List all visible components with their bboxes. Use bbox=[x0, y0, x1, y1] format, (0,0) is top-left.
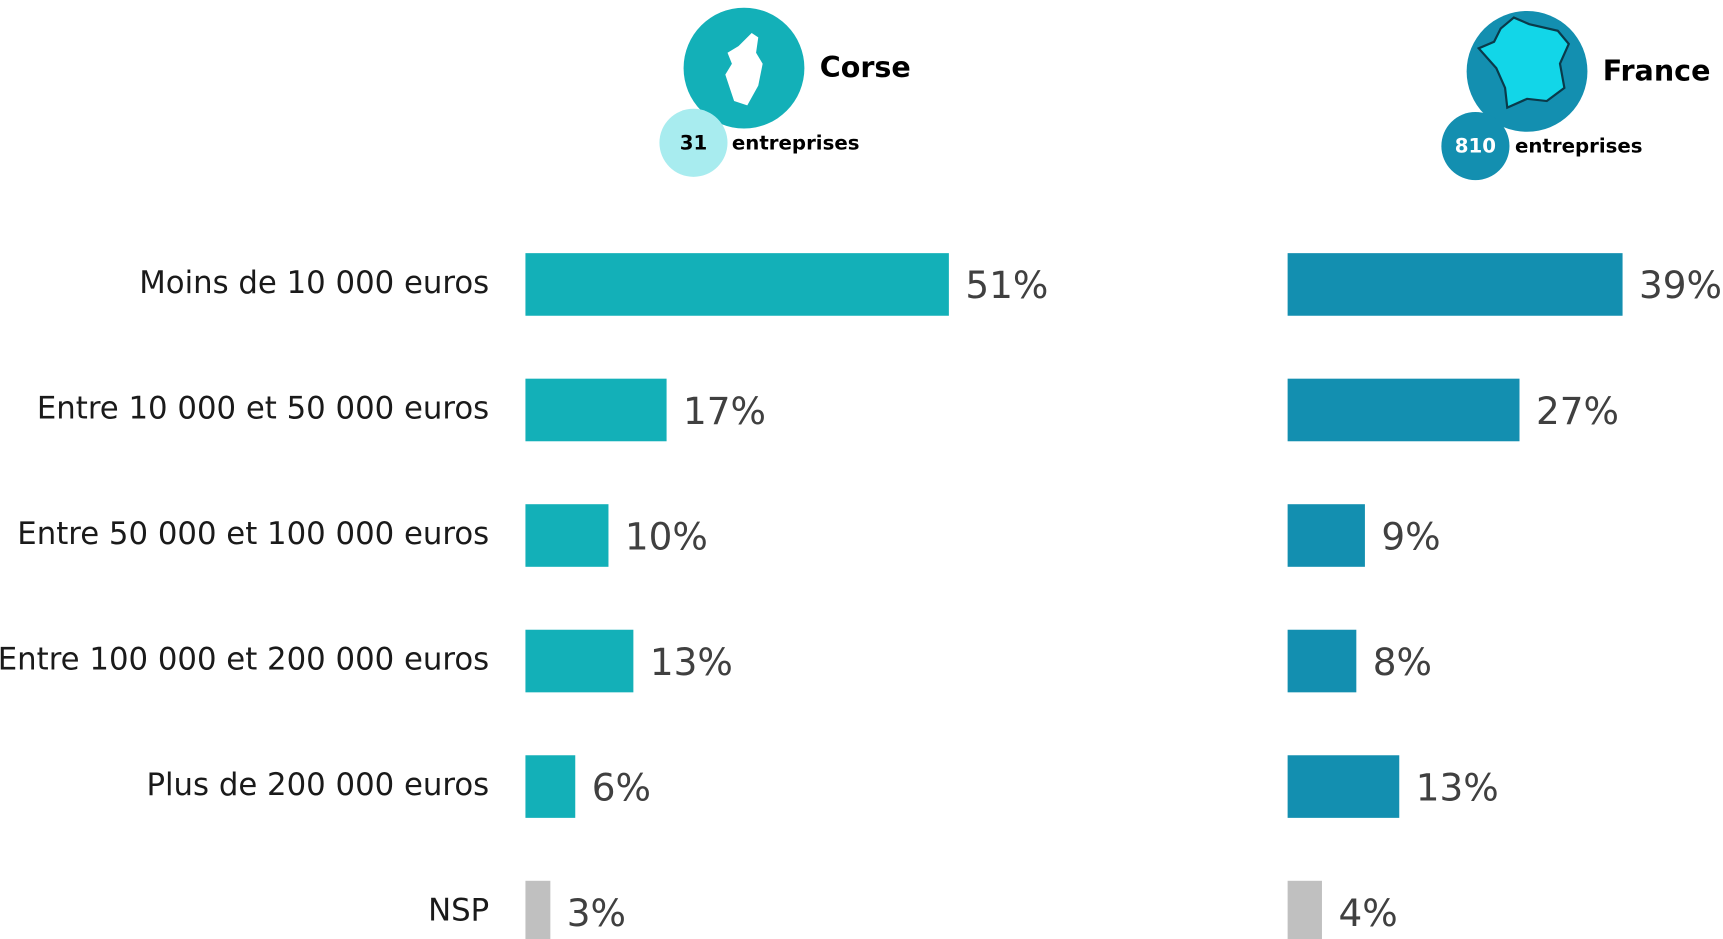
category-label: Moins de 10 000 euros bbox=[139, 265, 489, 301]
value-label: 51% bbox=[965, 263, 1048, 307]
value-label: 27% bbox=[1536, 389, 1619, 433]
france-count-badge bbox=[1441, 112, 1510, 181]
corse-header: Corse 31 entreprises bbox=[659, 7, 911, 177]
value-label: 10% bbox=[625, 514, 708, 558]
bar bbox=[1287, 378, 1520, 442]
category-label: Entre 100 000 et 200 000 euros bbox=[0, 642, 489, 678]
bar bbox=[525, 253, 949, 316]
bar bbox=[1287, 880, 1322, 939]
category-label: Entre 10 000 et 50 000 euros bbox=[37, 390, 489, 426]
value-label: 39% bbox=[1639, 263, 1722, 307]
category-label: Entre 50 000 et 100 000 euros bbox=[17, 516, 489, 552]
value-label: 3% bbox=[567, 891, 626, 935]
category-label: NSP bbox=[428, 893, 489, 929]
france-count: 810 bbox=[1455, 135, 1496, 158]
bar bbox=[525, 504, 609, 567]
bar bbox=[525, 629, 634, 693]
bar bbox=[1287, 755, 1400, 818]
bar bbox=[525, 378, 667, 442]
value-label: 13% bbox=[650, 640, 733, 684]
value-label: 4% bbox=[1338, 891, 1397, 935]
value-label: 9% bbox=[1381, 514, 1440, 558]
corse-map bbox=[725, 32, 763, 106]
france-map bbox=[1476, 16, 1571, 110]
bar bbox=[525, 880, 551, 939]
france-title: France bbox=[1603, 53, 1711, 87]
value-label: 17% bbox=[683, 389, 766, 433]
value-label: 13% bbox=[1416, 765, 1499, 809]
value-label: 6% bbox=[592, 765, 651, 809]
bar bbox=[1287, 504, 1365, 567]
category-label: Plus de 200 000 euros bbox=[146, 767, 489, 803]
corse-count-badge bbox=[659, 108, 728, 177]
france-header: France 810 entreprises bbox=[1441, 10, 1711, 181]
value-label: 8% bbox=[1373, 640, 1432, 684]
bar bbox=[1287, 629, 1357, 693]
france-count-label: entreprises bbox=[1515, 135, 1643, 158]
corse-title: Corse bbox=[820, 50, 911, 84]
bar bbox=[1287, 253, 1623, 316]
corse-count: 31 bbox=[680, 131, 707, 154]
corse-count-label: entreprises bbox=[732, 131, 860, 154]
bar bbox=[525, 755, 576, 818]
